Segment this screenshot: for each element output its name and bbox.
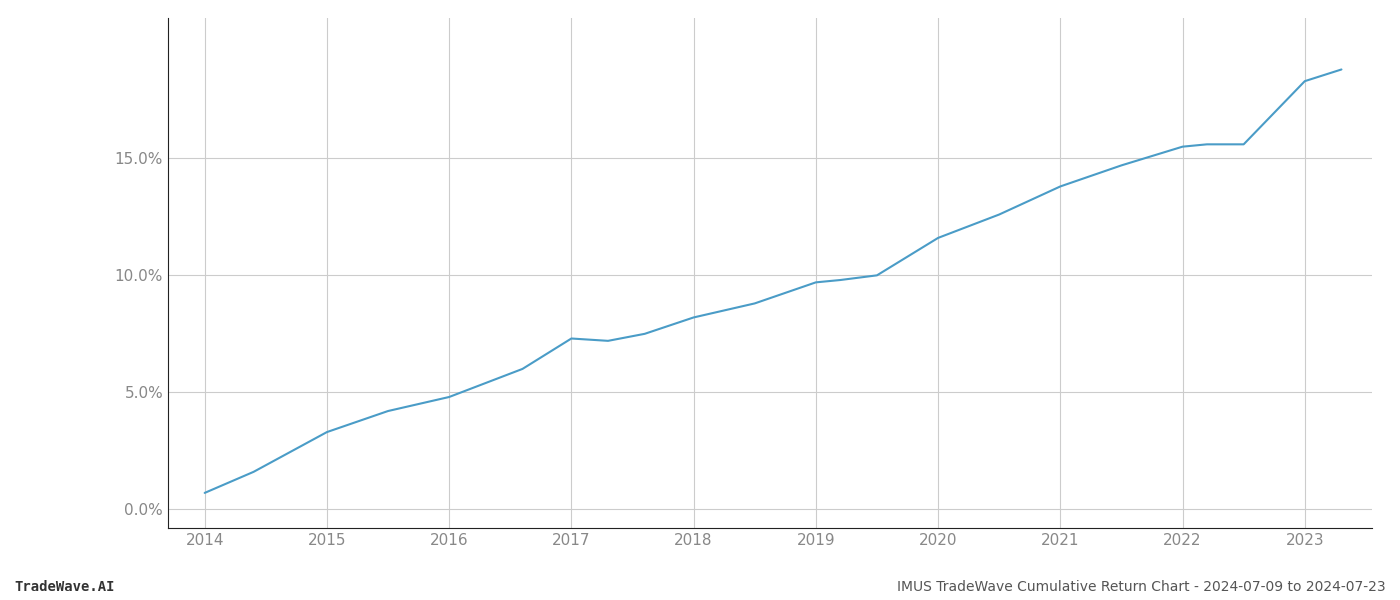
Text: TradeWave.AI: TradeWave.AI [14, 580, 115, 594]
Text: IMUS TradeWave Cumulative Return Chart - 2024-07-09 to 2024-07-23: IMUS TradeWave Cumulative Return Chart -… [897, 580, 1386, 594]
